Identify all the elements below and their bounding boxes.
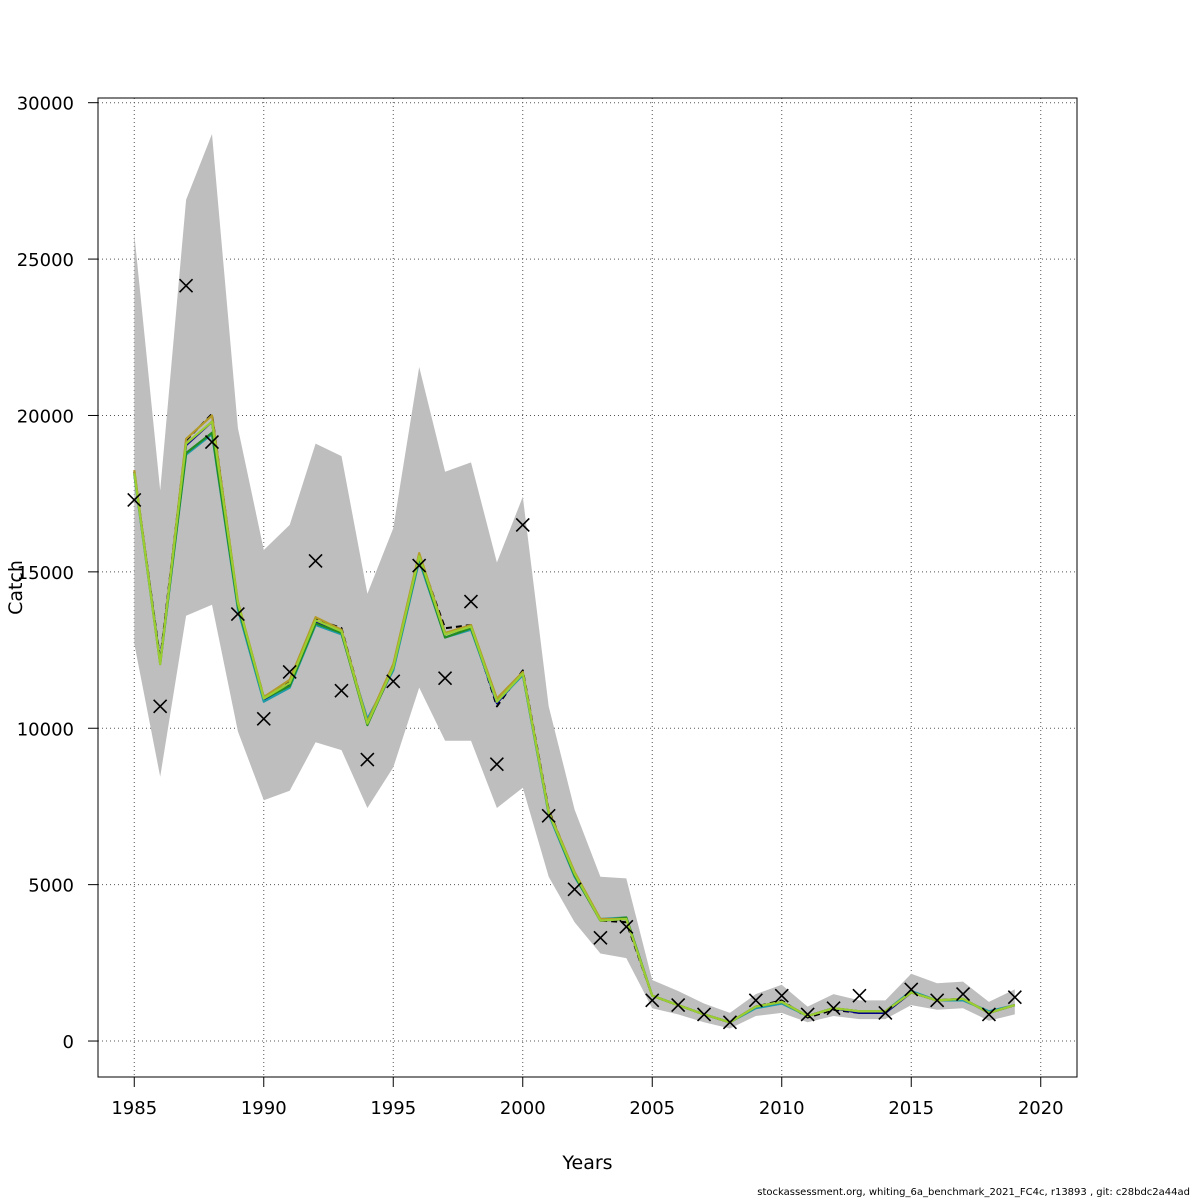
observed-point <box>696 1007 712 1022</box>
x-tick-label: 2020 <box>1018 1098 1064 1119</box>
observed-point <box>878 1005 893 1020</box>
x-tick-label: 2000 <box>500 1098 546 1119</box>
x-tick-label: 1985 <box>111 1098 157 1119</box>
observed-point <box>334 683 349 698</box>
y-tick-label: 5000 <box>28 876 74 897</box>
observed-point <box>204 434 220 450</box>
observed-point <box>1007 990 1022 1005</box>
observed-point <box>671 997 686 1013</box>
observed-point <box>230 607 245 622</box>
confidence-band <box>134 134 1015 1029</box>
plot-frame <box>97 97 1078 1078</box>
x-tick-label: 1995 <box>370 1098 416 1119</box>
y-axis: 0 5000 10000 15000 20000 25000 30000 <box>17 94 98 1053</box>
observed-point <box>178 278 194 293</box>
observed-point <box>593 930 608 945</box>
observed-point <box>748 993 763 1008</box>
observed-point <box>567 882 582 897</box>
observed-point <box>360 752 375 767</box>
observed-point <box>127 492 142 507</box>
observed-point <box>930 993 945 1008</box>
x-axis-label: Years <box>561 1152 612 1174</box>
x-tick-label: 2015 <box>888 1098 934 1119</box>
series-line-6 <box>133 420 1016 1024</box>
observed-point <box>412 558 427 573</box>
observed-point <box>774 988 789 1003</box>
observed-point <box>826 1001 841 1016</box>
observed-point <box>852 988 867 1003</box>
observed-point <box>645 993 660 1008</box>
y-axis-label: Catch <box>5 560 27 615</box>
x-tick-label: 2005 <box>629 1098 675 1119</box>
x-axis: 1985 1990 1995 2000 2005 2010 2015 2020 <box>111 1077 1064 1119</box>
x-tick-label: 2010 <box>759 1098 805 1119</box>
observed-point <box>308 553 323 568</box>
observed-point <box>619 919 634 934</box>
observed-point <box>541 808 556 823</box>
x-tick-label: 1990 <box>241 1098 287 1119</box>
observed-point <box>904 982 919 997</box>
observed-point <box>153 699 168 714</box>
y-tick-label: 20000 <box>17 406 74 427</box>
y-tick-label: 10000 <box>17 719 74 740</box>
observed-point <box>463 594 479 609</box>
y-tick-label: 25000 <box>17 250 74 271</box>
footer-credit: stockassessment.org, whiting_6a_benchmar… <box>757 1187 1190 1198</box>
observed-point <box>256 711 271 726</box>
observed-point <box>386 674 401 689</box>
observed-point <box>437 671 453 686</box>
observed-markers <box>127 278 1022 1030</box>
observed-point <box>489 757 504 772</box>
observed-point <box>722 1015 738 1030</box>
observed-point <box>955 987 971 1002</box>
observed-point <box>282 664 297 680</box>
observed-point <box>800 1007 815 1022</box>
observed-point <box>515 517 530 533</box>
observed-point <box>981 1007 997 1022</box>
y-tick-label: 0 <box>63 1032 74 1053</box>
y-tick-label: 15000 <box>17 563 74 584</box>
series-lines <box>133 412 1016 1024</box>
y-tick-label: 30000 <box>17 94 74 115</box>
